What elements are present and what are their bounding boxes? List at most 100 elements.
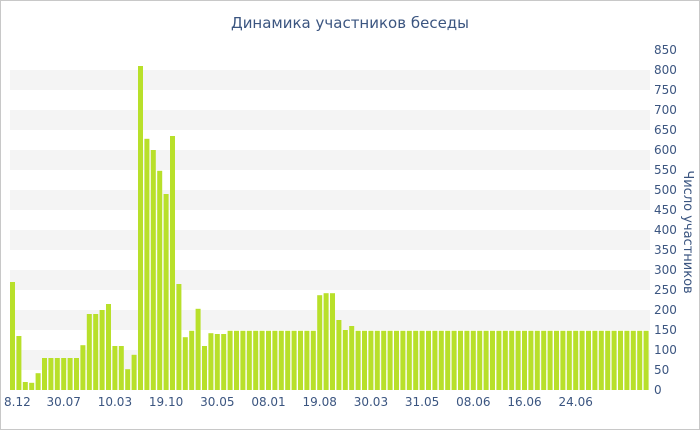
- bar: [477, 330, 483, 390]
- bar: [118, 346, 124, 390]
- bar: [112, 346, 118, 390]
- bar: [470, 330, 476, 390]
- bar: [221, 334, 227, 390]
- y-axis-label: Число участников: [680, 170, 695, 293]
- x-tick-label: 19.08: [303, 395, 337, 409]
- bar: [502, 330, 508, 390]
- bar: [42, 358, 47, 390]
- y-tick-label: 500: [654, 183, 677, 197]
- bar: [630, 330, 636, 390]
- bar: [522, 330, 527, 390]
- bar: [61, 358, 67, 390]
- bar: [93, 314, 99, 390]
- bar: [208, 333, 214, 390]
- bar: [598, 330, 604, 390]
- bar: [16, 336, 22, 390]
- bar: [202, 346, 207, 390]
- grid-band: [10, 70, 650, 90]
- bar: [291, 330, 297, 390]
- bar: [560, 330, 566, 390]
- bar: [387, 330, 393, 390]
- grid-band: [10, 270, 650, 290]
- bar: [573, 330, 579, 390]
- bar: [99, 310, 105, 390]
- bar: [509, 330, 515, 390]
- x-tick-label: 10.03: [98, 395, 132, 409]
- bar: [323, 293, 329, 390]
- bar: [541, 330, 547, 390]
- bar: [355, 330, 361, 390]
- bar: [605, 330, 611, 390]
- bar: [342, 330, 348, 390]
- x-tick-label: 8.12: [4, 395, 31, 409]
- bar: [362, 330, 367, 390]
- bar: [10, 282, 15, 390]
- x-tick-label: 24.06: [559, 395, 593, 409]
- bar: [170, 136, 175, 390]
- bar: [195, 308, 201, 390]
- x-tick-label: 08.01: [251, 395, 285, 409]
- bar: [528, 330, 534, 390]
- bar: [86, 314, 92, 390]
- bar: [106, 304, 111, 390]
- x-tick-label: 30.05: [200, 395, 234, 409]
- grid-band: [10, 190, 650, 210]
- bar: [618, 330, 623, 390]
- bar: [413, 330, 419, 390]
- y-tick-label: 400: [654, 223, 677, 237]
- x-tick-label: 30.07: [47, 395, 81, 409]
- bar: [637, 330, 643, 390]
- bar: [624, 330, 630, 390]
- bar: [125, 369, 131, 390]
- y-tick-label: 300: [654, 263, 677, 277]
- y-tick-label: 850: [654, 43, 677, 57]
- grid-band: [10, 230, 650, 250]
- bar: [406, 330, 412, 390]
- y-tick-label: 350: [654, 243, 677, 257]
- bar: [464, 330, 470, 390]
- bar: [80, 345, 86, 390]
- bar: [432, 330, 438, 390]
- bar: [54, 358, 60, 390]
- bar: [419, 330, 425, 390]
- bar: [611, 330, 617, 390]
- bar: [176, 284, 182, 390]
- bar: [586, 330, 591, 390]
- bar: [643, 330, 649, 390]
- y-tick-label: 50: [654, 363, 669, 377]
- bar: [426, 330, 431, 390]
- bar: [547, 330, 553, 390]
- bar: [394, 330, 399, 390]
- bar: [157, 170, 163, 390]
- bar: [22, 382, 28, 390]
- bar: [554, 330, 559, 390]
- x-tick-label: 31.05: [405, 395, 439, 409]
- bar: [438, 330, 444, 390]
- bar: [285, 330, 291, 390]
- bar: [48, 358, 54, 390]
- bar: [579, 330, 585, 390]
- chart-title: Динамика участников беседы: [231, 14, 469, 32]
- bar: [253, 330, 259, 390]
- bar: [496, 330, 502, 390]
- bar: [368, 330, 374, 390]
- bar: [182, 337, 188, 390]
- x-tick-label: 16.06: [507, 395, 541, 409]
- bars-layer: [10, 66, 649, 390]
- bar: [490, 330, 495, 390]
- x-tick-label: 19.10: [149, 395, 183, 409]
- bar: [234, 330, 239, 390]
- bar: [138, 66, 143, 390]
- grid-band: [10, 150, 650, 170]
- bar: [35, 373, 41, 390]
- bar: [483, 330, 489, 390]
- y-tick-label: 450: [654, 203, 677, 217]
- bar: [317, 295, 323, 390]
- y-tick-label: 0: [654, 383, 662, 397]
- bar: [310, 330, 316, 390]
- bar: [266, 330, 271, 390]
- bar: [131, 354, 137, 390]
- bar: [445, 330, 451, 390]
- bar: [227, 330, 233, 390]
- y-tick-label: 600: [654, 143, 677, 157]
